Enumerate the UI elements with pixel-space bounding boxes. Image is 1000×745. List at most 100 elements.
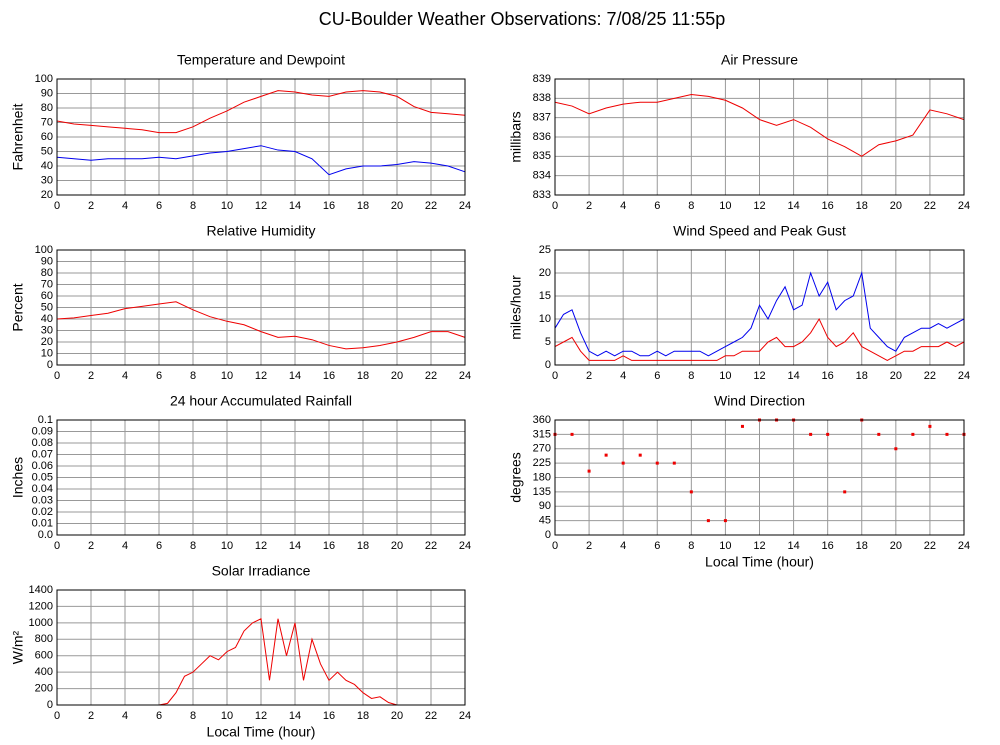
x-tick-label: 18 bbox=[856, 540, 868, 552]
chart-title: Relative Humidity bbox=[207, 223, 316, 239]
x-tick-label: 2 bbox=[586, 370, 592, 382]
plot-frame bbox=[554, 78, 965, 196]
x-tick-label: 8 bbox=[688, 370, 694, 382]
x-tick-label: 6 bbox=[156, 710, 162, 722]
y-tick-label: 270 bbox=[533, 443, 551, 455]
x-tick-label: 24 bbox=[459, 540, 471, 552]
y-tick-label: 1200 bbox=[29, 600, 53, 612]
x-tick-label: 16 bbox=[323, 710, 335, 722]
y-axis-label: Percent bbox=[10, 283, 26, 331]
x-tick-label: 14 bbox=[787, 200, 799, 212]
x-tick-label: 2 bbox=[88, 710, 94, 722]
y-axis-label: Fahrenheit bbox=[10, 103, 26, 170]
x-tick-label: 4 bbox=[620, 540, 626, 552]
y-tick-label: 90 bbox=[41, 87, 53, 99]
data-line bbox=[554, 93, 965, 157]
y-tick-label: 80 bbox=[41, 102, 53, 114]
x-tick-label: 10 bbox=[221, 710, 233, 722]
data-point bbox=[621, 461, 625, 465]
plot-frame bbox=[554, 249, 965, 366]
data-point bbox=[604, 453, 608, 457]
y-tick-label: 0.0 bbox=[38, 529, 53, 541]
y-axis-label: Inches bbox=[10, 457, 26, 498]
data-point bbox=[638, 453, 642, 457]
x-tick-label: 2 bbox=[88, 200, 94, 212]
y-tick-label: 0.04 bbox=[32, 483, 53, 495]
plot-frame bbox=[56, 78, 466, 196]
data-line bbox=[554, 317, 965, 361]
x-tick-label: 20 bbox=[391, 710, 403, 722]
y-tick-label: 225 bbox=[533, 457, 551, 469]
y-tick-label: 90 bbox=[41, 255, 53, 267]
data-point bbox=[723, 519, 727, 523]
chart-title: Temperature and Dewpoint bbox=[177, 52, 345, 68]
x-tick-label: 0 bbox=[54, 710, 60, 722]
x-tick-label: 22 bbox=[924, 200, 936, 212]
y-tick-label: 0.03 bbox=[32, 494, 53, 506]
x-tick-label: 12 bbox=[753, 540, 765, 552]
data-point bbox=[945, 432, 949, 436]
x-tick-label: 0 bbox=[54, 200, 60, 212]
y-tick-label: 200 bbox=[35, 682, 53, 694]
x-tick-label: 12 bbox=[255, 540, 267, 552]
chart-title: Air Pressure bbox=[721, 52, 798, 68]
x-tick-label: 20 bbox=[890, 370, 902, 382]
y-tick-label: 25 bbox=[539, 244, 551, 256]
x-tick-label: 12 bbox=[255, 710, 267, 722]
x-tick-label: 20 bbox=[890, 200, 902, 212]
y-tick-label: 70 bbox=[41, 278, 53, 290]
x-tick-label: 16 bbox=[822, 540, 834, 552]
y-tick-label: 834 bbox=[533, 170, 551, 182]
y-tick-label: 80 bbox=[41, 267, 53, 279]
y-tick-label: 839 bbox=[533, 73, 551, 85]
x-tick-label: 22 bbox=[425, 540, 437, 552]
y-tick-label: 180 bbox=[533, 471, 551, 483]
x-tick-label: 16 bbox=[822, 370, 834, 382]
y-tick-label: 100 bbox=[35, 244, 53, 256]
x-tick-label: 2 bbox=[586, 200, 592, 212]
x-tick-label: 4 bbox=[122, 370, 128, 382]
x-tick-label: 24 bbox=[958, 370, 970, 382]
data-point bbox=[672, 461, 676, 465]
data-point bbox=[877, 432, 881, 436]
x-tick-label: 18 bbox=[856, 370, 868, 382]
plot-frame bbox=[554, 419, 965, 536]
data-point bbox=[843, 490, 847, 494]
x-tick-label: 0 bbox=[552, 540, 558, 552]
y-tick-label: 5 bbox=[545, 336, 551, 348]
plot-frame bbox=[56, 589, 466, 706]
x-tick-label: 10 bbox=[719, 200, 731, 212]
y-tick-label: 20 bbox=[41, 189, 53, 201]
x-tick-label: 24 bbox=[958, 540, 970, 552]
y-tick-label: 400 bbox=[35, 666, 53, 678]
x-tick-label: 0 bbox=[54, 540, 60, 552]
y-tick-label: 0.07 bbox=[32, 448, 53, 460]
y-axis-label: degrees bbox=[508, 452, 524, 503]
x-tick-label: 24 bbox=[958, 200, 970, 212]
y-tick-label: 800 bbox=[35, 633, 53, 645]
y-tick-label: 833 bbox=[533, 189, 551, 201]
x-tick-label: 24 bbox=[459, 710, 471, 722]
x-tick-label: 6 bbox=[654, 540, 660, 552]
y-tick-label: 0.02 bbox=[32, 506, 53, 518]
y-tick-label: 10 bbox=[41, 347, 53, 359]
data-line bbox=[554, 271, 965, 357]
x-tick-label: 2 bbox=[88, 540, 94, 552]
x-axis-label: Local Time (hour) bbox=[207, 724, 316, 740]
y-tick-label: 0 bbox=[545, 529, 551, 541]
x-tick-label: 8 bbox=[190, 540, 196, 552]
data-point bbox=[928, 424, 932, 428]
y-tick-label: 90 bbox=[539, 500, 551, 512]
x-tick-label: 10 bbox=[221, 370, 233, 382]
x-tick-label: 22 bbox=[924, 370, 936, 382]
plot-frame bbox=[56, 249, 466, 366]
y-tick-label: 30 bbox=[41, 324, 53, 336]
y-tick-label: 0.09 bbox=[32, 425, 53, 437]
x-tick-label: 20 bbox=[391, 540, 403, 552]
x-tick-label: 16 bbox=[323, 540, 335, 552]
y-tick-label: 15 bbox=[539, 290, 551, 302]
y-tick-label: 50 bbox=[41, 301, 53, 313]
x-tick-label: 14 bbox=[289, 370, 301, 382]
data-point bbox=[826, 432, 830, 436]
